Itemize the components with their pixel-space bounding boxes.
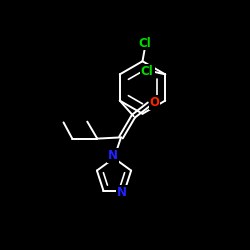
Text: N: N xyxy=(108,148,118,162)
Text: Cl: Cl xyxy=(138,36,151,50)
Text: O: O xyxy=(150,96,160,109)
Text: Cl: Cl xyxy=(141,65,154,78)
Text: N: N xyxy=(116,186,126,199)
